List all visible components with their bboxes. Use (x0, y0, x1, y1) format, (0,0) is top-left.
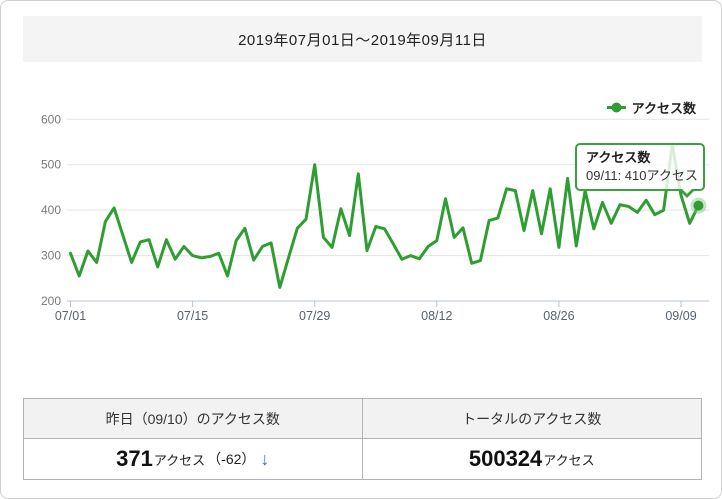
total-access-header: トータルのアクセス数 (362, 399, 701, 439)
access-chart-svg[interactable]: 200 300 400 500 600 07/01 07/15 07/29 08/12 08/26… (1, 89, 722, 339)
access-count-line-series[interactable] (69, 142, 700, 289)
yesterday-access-value-cell: 371 アクセス （-62） ↓ (24, 439, 363, 479)
yesterday-access-header: 昨日（09/10）のアクセス数 (24, 399, 363, 439)
date-range-title: 2019年07月01日～2019年09月11日 (238, 31, 487, 49)
legend-line-dot-icon (606, 102, 626, 112)
y-axis-tick-label: 600 (41, 112, 61, 126)
yesterday-access-unit: アクセス (153, 452, 206, 468)
tooltip-series-name: アクセス数 (586, 150, 651, 165)
total-access-unit: アクセス (543, 452, 595, 468)
total-access-value-cell: 500324 アクセス (362, 439, 701, 479)
y-axis-tick-label: 200 (41, 294, 61, 308)
legend-label: アクセス数 (631, 100, 696, 116)
chart-legend[interactable]: アクセス数 (606, 98, 696, 116)
y-axis-tick-label: 500 (41, 158, 61, 172)
chart-tooltip: アクセス数 09/11: 410アクセス (575, 143, 705, 198)
highlighted-data-point[interactable] (693, 200, 704, 211)
yesterday-access-count: 371 (116, 446, 153, 471)
y-axis-tick-label: 300 (41, 249, 61, 263)
x-axis-tick-label: 08/26 (543, 309, 574, 323)
x-axis-tick-label: 08/12 (421, 309, 452, 323)
yesterday-access-diff: （-62） (207, 451, 256, 467)
tooltip-value: 09/11: 410アクセス (586, 168, 698, 183)
date-range-header: 2019年07月01日～2019年09月11日 (23, 16, 702, 62)
down-arrow-icon: ↓ (260, 449, 270, 469)
x-axis-tick-label: 07/15 (177, 309, 208, 323)
total-access-count: 500324 (468, 446, 543, 471)
access-stats-table: 昨日（09/10）のアクセス数 トータルのアクセス数 371 アクセス （-62… (23, 398, 702, 480)
y-axis-tick-label: 400 (41, 203, 61, 217)
x-axis-tick-label: 09/09 (665, 309, 696, 323)
x-axis-tick-label: 07/29 (299, 309, 330, 323)
x-axis-tick-label: 07/01 (55, 309, 86, 323)
